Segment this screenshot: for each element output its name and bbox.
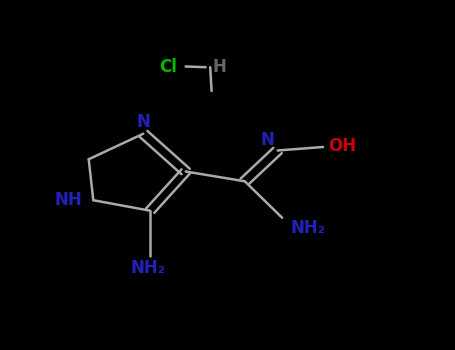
- Text: N: N: [260, 131, 274, 149]
- Text: NH₂: NH₂: [131, 259, 165, 277]
- Text: Cl: Cl: [159, 57, 177, 76]
- Text: NH: NH: [54, 191, 82, 209]
- Text: NH₂: NH₂: [290, 219, 325, 237]
- Text: OH: OH: [329, 137, 357, 155]
- Text: N: N: [136, 113, 150, 131]
- Text: H: H: [212, 58, 226, 76]
